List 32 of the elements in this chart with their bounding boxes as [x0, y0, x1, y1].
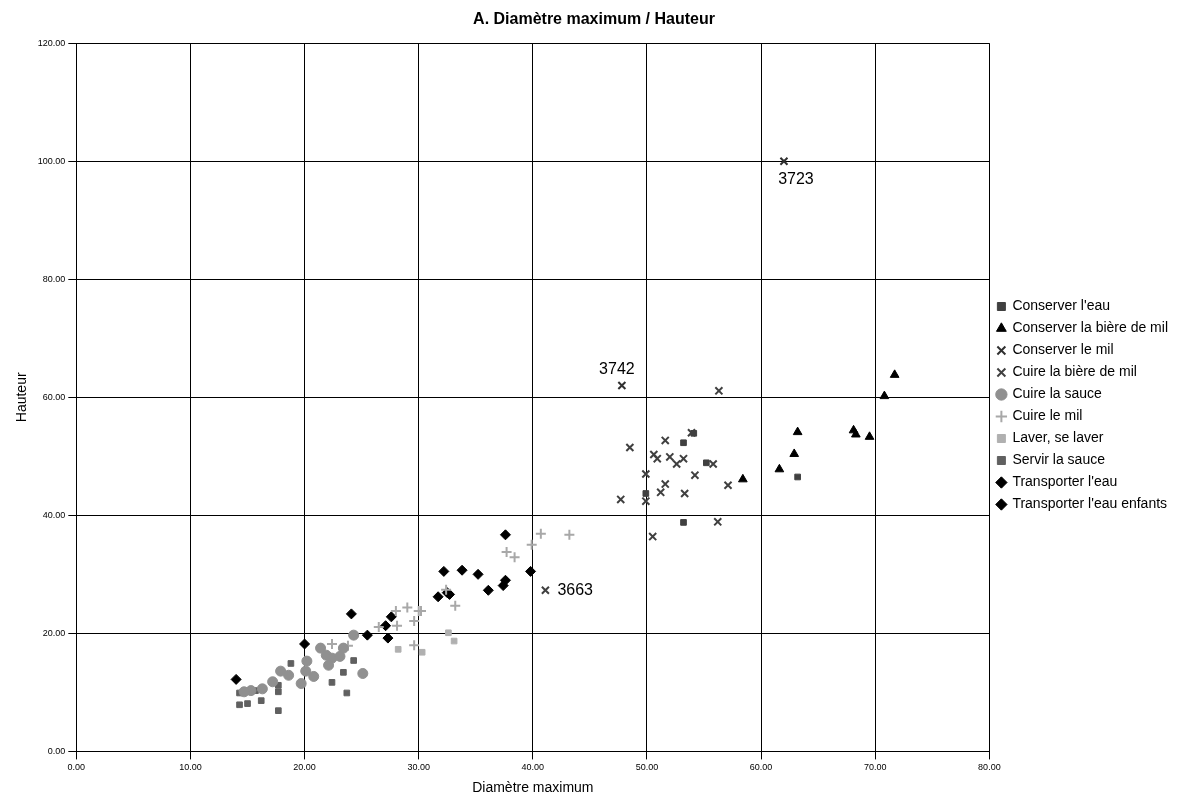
y-tick-label: 20.00 — [42, 627, 66, 638]
x-tick-label: 40.00 — [521, 762, 545, 773]
y-tick-label: 0.00 — [47, 745, 66, 756]
x-tick-label: 50.00 — [635, 762, 659, 773]
x-tick-label: 0.00 — [67, 762, 86, 773]
y-tick-label: 80.00 — [42, 273, 66, 284]
legend-label: Conserver le mil — [1012, 341, 1114, 358]
y-tick-label: 60.00 — [42, 391, 66, 402]
x-tick-label: 30.00 — [407, 762, 430, 773]
legend-label: Laver, se laver — [1012, 429, 1104, 446]
x-tick-label: 80.00 — [978, 762, 1001, 773]
legend-label: Cuire la bière de mil — [1012, 363, 1137, 380]
x-tick-label: 60.00 — [749, 762, 773, 773]
x-tick-label: 10.00 — [179, 762, 202, 773]
y-tick-label: 40.00 — [42, 509, 66, 520]
chart-title: A. Diamètre maximum / Hauteur — [473, 10, 715, 28]
annotation: 3723 — [778, 169, 814, 187]
legend-label: Servir la sauce — [1012, 451, 1106, 468]
legend-label: Cuire le mil — [1012, 407, 1083, 424]
y-axis-title: Hauteur — [13, 372, 30, 423]
legend-label: Transporter l'eau — [1012, 473, 1118, 490]
y-tick-label: 100.00 — [37, 155, 66, 166]
legend-label: Conserver l'eau — [1012, 297, 1110, 314]
x-tick-label: 70.00 — [863, 762, 887, 773]
x-axis-title: Diamètre maximum — [472, 779, 594, 796]
y-tick-label: 120.00 — [37, 37, 66, 48]
legend-label: Cuire la sauce — [1012, 385, 1103, 402]
legend-label: Conserver la bière de mil — [1012, 319, 1168, 336]
x-tick-label: 20.00 — [293, 762, 316, 773]
legend-label: Transporter l'eau enfants — [1012, 495, 1168, 512]
annotation: 3663 — [557, 580, 594, 598]
annotation: 3742 — [599, 359, 635, 377]
